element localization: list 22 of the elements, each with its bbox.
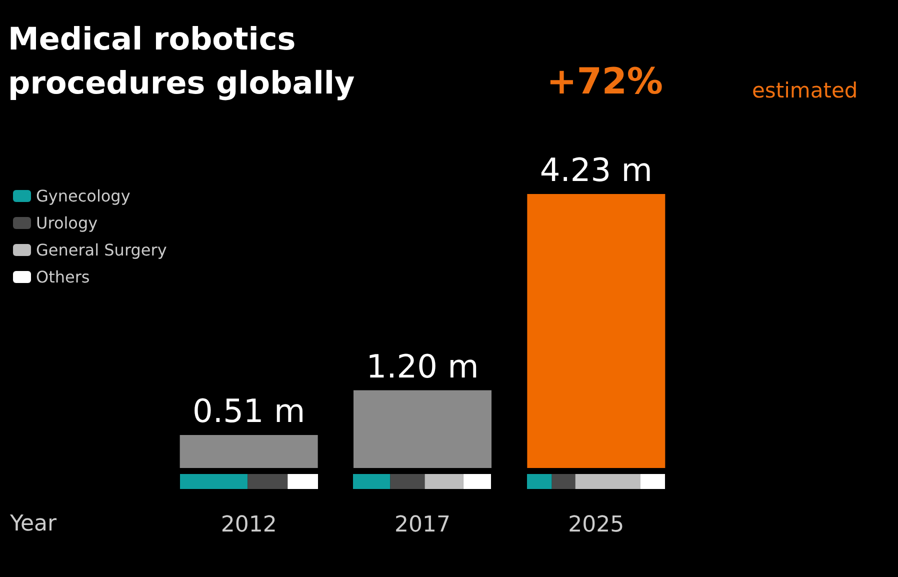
bar — [552, 474, 576, 489]
bar — [575, 474, 640, 489]
data-label: 1.20 m — [366, 347, 479, 386]
text: +72% — [546, 62, 664, 102]
bar — [353, 474, 390, 489]
x-tick-label: 2017 — [394, 512, 450, 538]
chart-title: Medical robotics procedures globally — [8, 22, 355, 102]
data-label: 0.51 m — [192, 392, 306, 430]
bar — [463, 474, 491, 489]
x-axis-title: Year — [9, 512, 58, 536]
legend-label: General Surgery — [36, 240, 167, 260]
text: estimated — [752, 78, 858, 102]
x-tick-label: 2012 — [220, 512, 277, 538]
bar — [424, 474, 464, 489]
bar — [390, 474, 425, 489]
data-label: 4.23 m — [540, 150, 652, 189]
x-tick-label: 2025 — [568, 512, 624, 538]
legend-label: Gynecology — [36, 186, 130, 206]
bar — [640, 474, 665, 489]
legend-label: Others — [36, 268, 90, 286]
bar — [527, 474, 552, 489]
legend-label: Urology — [36, 214, 98, 232]
